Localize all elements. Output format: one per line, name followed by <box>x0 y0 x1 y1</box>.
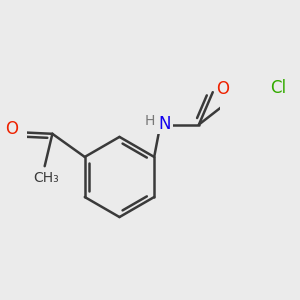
Text: O: O <box>5 120 18 138</box>
Text: O: O <box>216 80 229 98</box>
Text: CH₃: CH₃ <box>33 171 59 185</box>
Text: N: N <box>159 115 171 133</box>
Text: H: H <box>144 115 155 128</box>
Text: Cl: Cl <box>271 79 287 97</box>
